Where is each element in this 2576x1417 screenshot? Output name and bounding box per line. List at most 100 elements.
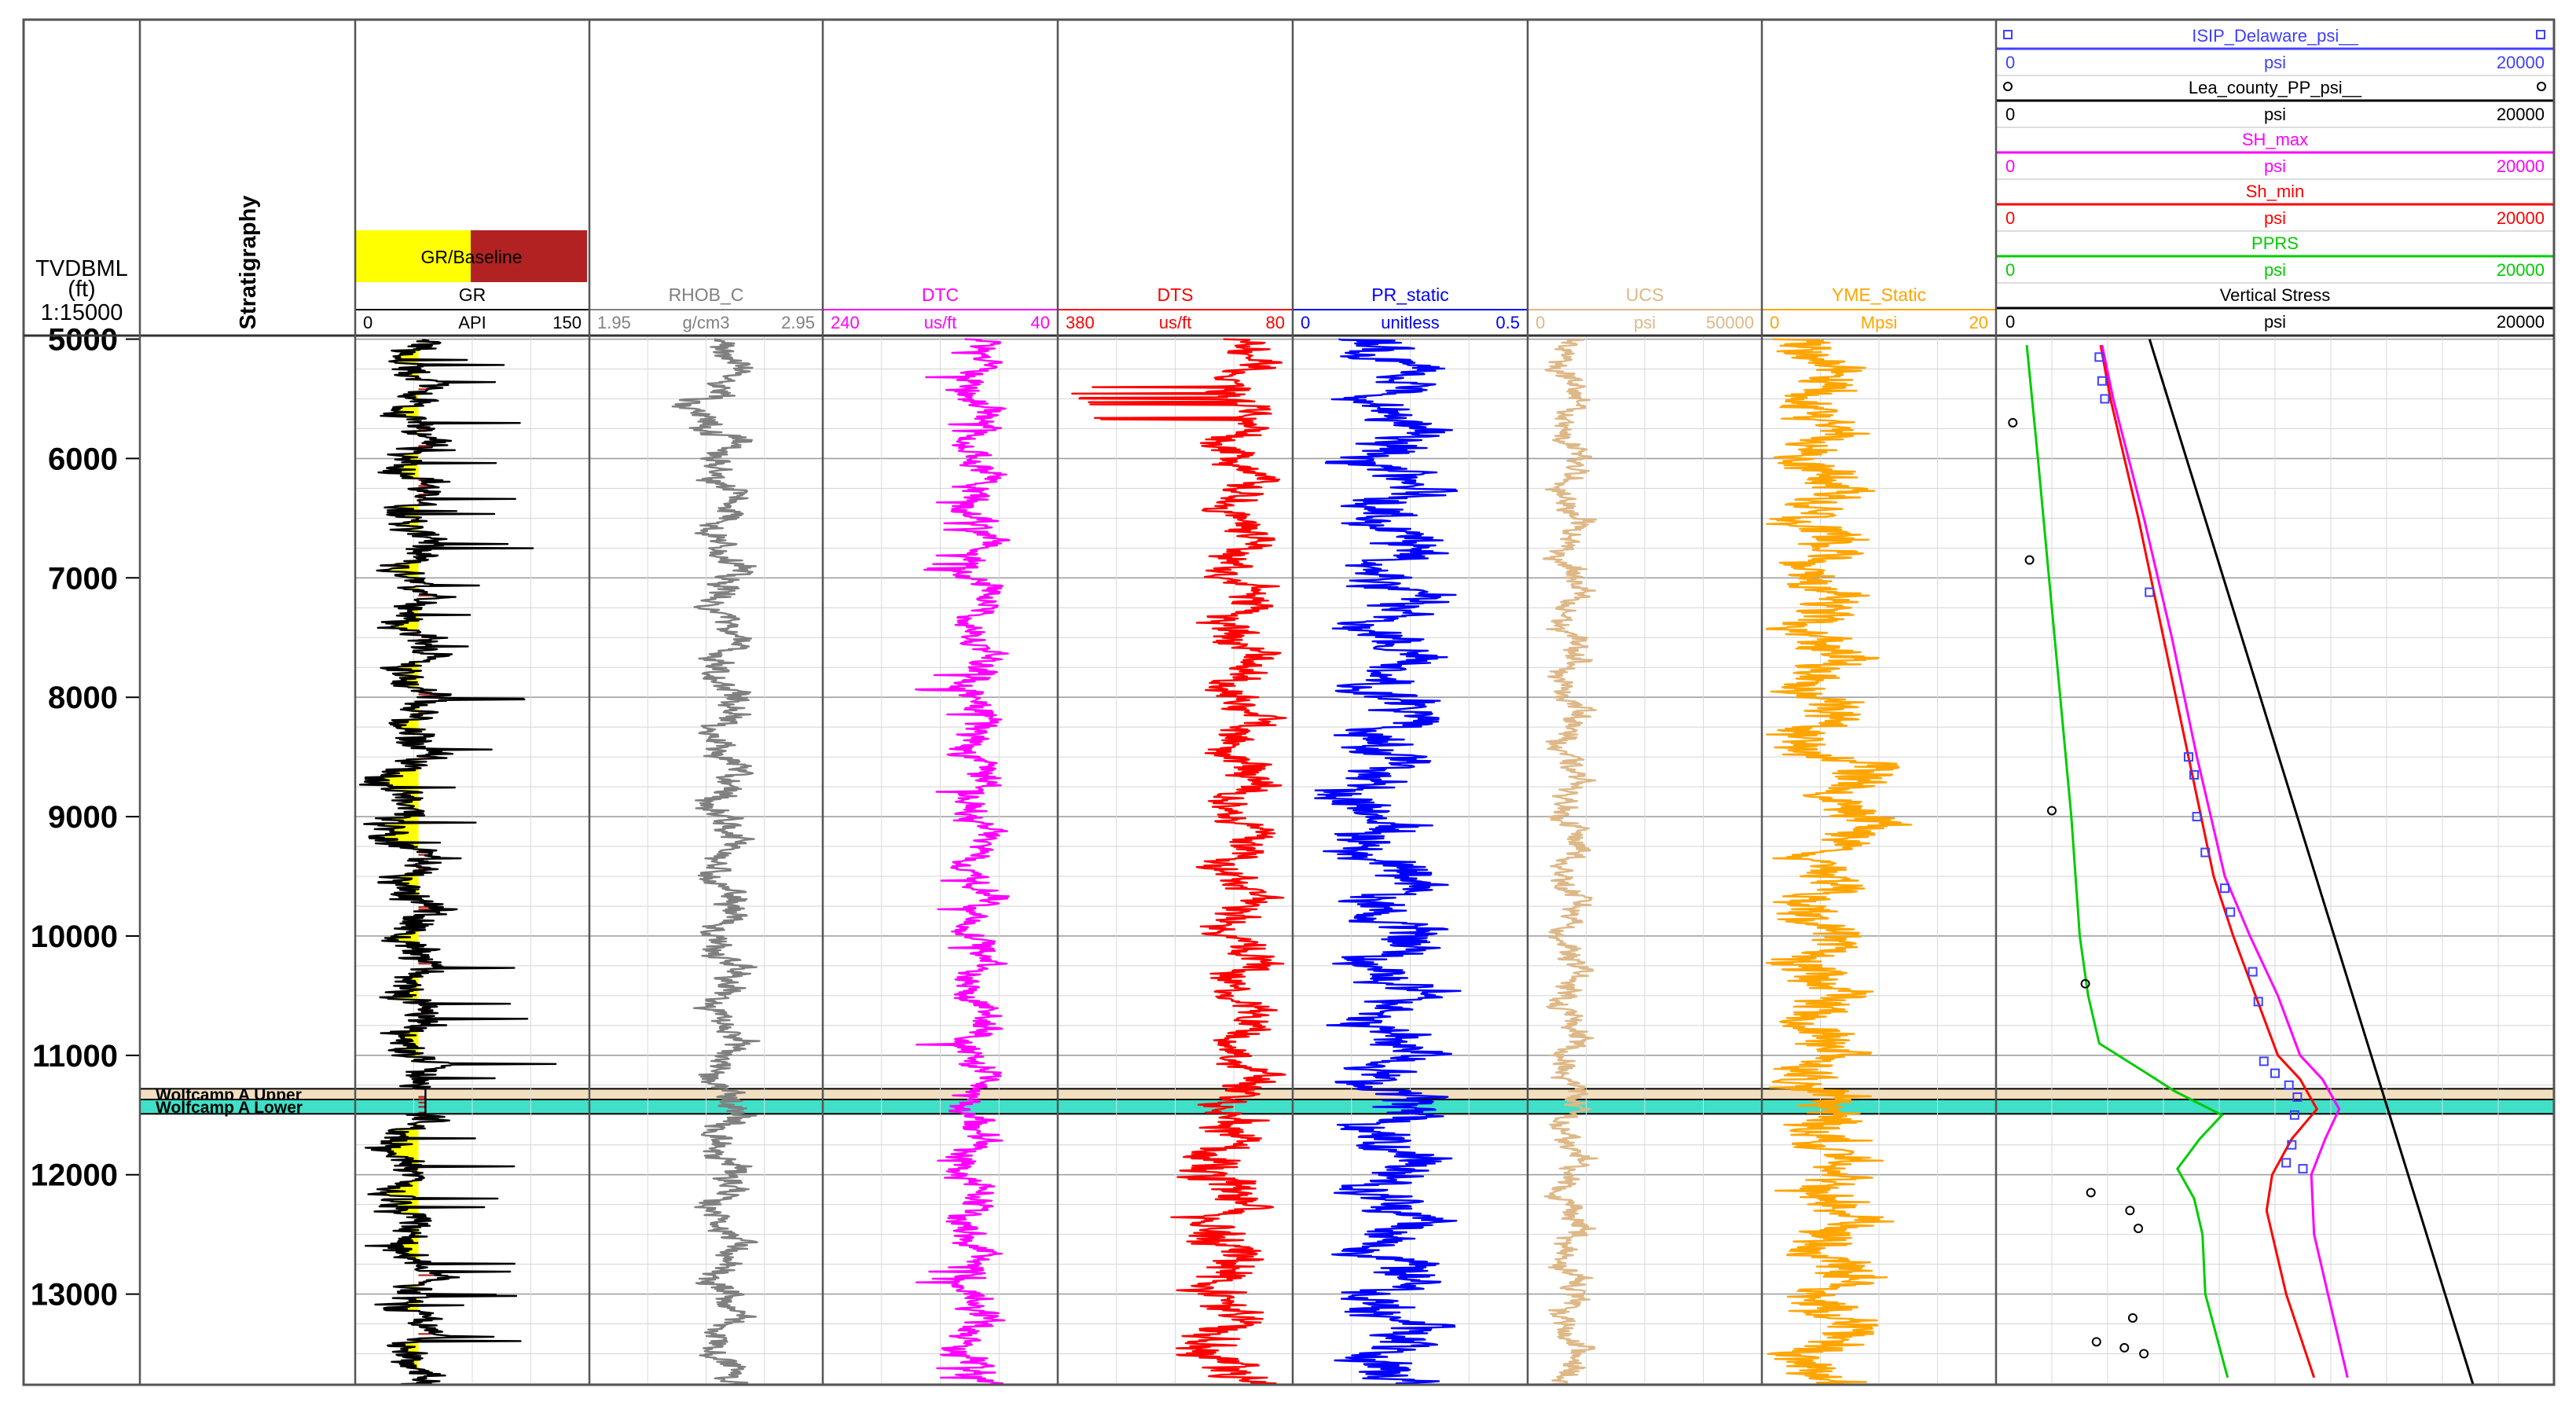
- track-curve-name: DTC: [922, 285, 959, 305]
- isip-point: [2200, 847, 2211, 857]
- log-curves: [358, 338, 1913, 1386]
- dts-curve: [1071, 338, 1287, 1386]
- gr-curve: [358, 339, 557, 1386]
- isip-point: [2145, 587, 2155, 597]
- pressure-legend-name: ISIP_Delaware_psi__: [2192, 26, 2358, 46]
- track-unit: unitless: [1381, 313, 1440, 332]
- depth-unit: (ft): [68, 277, 95, 302]
- ucs-curve: [1543, 338, 1598, 1386]
- pressure-scale-max: 20000: [2497, 156, 2545, 176]
- depth-tick-label: 5000: [48, 323, 118, 358]
- depth-tick-label: 10000: [31, 920, 118, 954]
- pressure-scale-max: 20000: [2497, 260, 2545, 280]
- isip-point: [2220, 883, 2230, 894]
- depth-axis-labels: 5000 6000 7000 8000 9000 10000 11000 12000 13000: [31, 323, 140, 1312]
- track-scale-min: 380: [1066, 313, 1095, 332]
- pressure-scale-min: 0: [2005, 53, 2015, 72]
- track-scale-max: 150: [552, 313, 582, 332]
- pressure-scale-max: 20000: [2497, 208, 2545, 228]
- track-unit: Mpsi: [1861, 313, 1897, 332]
- isip-point: [2189, 769, 2200, 780]
- pressure-curves: [2008, 339, 2475, 1386]
- depth-tick-label: 12000: [31, 1158, 118, 1193]
- track-unit: psi: [1634, 313, 1656, 332]
- gr-fill-legend: GR/Baseline: [356, 230, 587, 282]
- pressure-legend: ISIP_Delaware_psi__ 0 psi 20000 Lea_county_P…: [1996, 26, 2554, 332]
- depth-header: TVDBML (ft) 1:15000: [35, 256, 128, 325]
- legend-square-marker: [2536, 30, 2545, 39]
- pressure-legend-name: Vertical Stress: [2220, 285, 2331, 305]
- isip-point: [2183, 752, 2193, 762]
- lea-county-pp-point: [2127, 1312, 2137, 1323]
- track-scale-min: 0: [1536, 313, 1545, 332]
- track-scale-max: 2.95: [781, 313, 815, 332]
- outer-border: [22, 18, 2556, 1386]
- lea-county-pp-point: [2134, 1224, 2144, 1234]
- track-headers: GR 0 API 150 RHOB_C 1.95 g/cm3 2.95 DTC 240 us/ft 4…: [355, 285, 1996, 332]
- pressure-scale-max: 20000: [2497, 53, 2545, 72]
- track-scale-max: 40: [1031, 313, 1050, 332]
- track-scale-min: 0: [1301, 313, 1310, 332]
- track-scale-max: 20: [1969, 313, 1988, 332]
- legend-circle-marker: [2003, 82, 2013, 91]
- track-scale-min: 0: [363, 313, 372, 332]
- track-unit: us/ft: [924, 313, 957, 332]
- isip-point: [2192, 812, 2202, 822]
- track-scale-max: 50000: [1706, 313, 1754, 332]
- pressure-scale-min: 0: [2005, 260, 2015, 280]
- lea-county-pp-point: [2091, 1337, 2101, 1347]
- track-scale-min: 240: [831, 313, 860, 332]
- track-scale-max: 0.5: [1495, 313, 1520, 332]
- pr-curve: [1314, 338, 1462, 1386]
- yme-curve: [1765, 338, 1913, 1386]
- pprs-line: [2025, 345, 2229, 1378]
- pressure-legend-name: PPRS: [2251, 233, 2299, 253]
- pressure-unit: psi: [2264, 156, 2286, 176]
- pressure-scale-max: 20000: [2497, 312, 2545, 332]
- track-unit: g/cm3: [683, 313, 730, 332]
- lea-county-pp-point: [2080, 978, 2090, 989]
- isip-point: [2094, 352, 2104, 362]
- isip-point: [2097, 376, 2107, 386]
- lea-county-pp-point: [2047, 806, 2057, 816]
- isip-point: [2284, 1080, 2294, 1090]
- depth-tick-label: 8000: [48, 681, 118, 715]
- legend-circle-marker: [2537, 82, 2546, 91]
- pressure-scale-min: 0: [2005, 312, 2015, 332]
- track-curve-name: RHOB_C: [669, 285, 744, 305]
- isip-point: [2100, 394, 2110, 404]
- depth-tick-label: 9000: [48, 800, 118, 835]
- sh-max-line: [2101, 344, 2349, 1378]
- track-unit: API: [458, 313, 486, 332]
- isip-point: [2298, 1164, 2308, 1174]
- pressure-scale-min: 0: [2005, 105, 2015, 124]
- isip-point: [2248, 967, 2258, 977]
- track-scale-min: 1.95: [597, 313, 631, 332]
- depth-tick-label: 7000: [48, 561, 118, 596]
- legend-square-marker: [2003, 30, 2013, 39]
- track-curve-name: UCS: [1626, 285, 1664, 305]
- pressure-scale-min: 0: [2005, 156, 2015, 176]
- lea-county-pp-point: [2139, 1349, 2149, 1359]
- frame-borders: [22, 18, 2556, 1386]
- formation-band: [140, 1088, 2554, 1100]
- depth-tick-label: 13000: [31, 1278, 118, 1312]
- vertical-stress-line: [2148, 339, 2475, 1386]
- gr-legend-yellow-swatch: [356, 230, 471, 282]
- isip-point: [2281, 1158, 2292, 1168]
- depth-title: TVDBML: [35, 256, 128, 281]
- isip-point: [2287, 1140, 2297, 1150]
- dtc-curve: [915, 338, 1011, 1386]
- isip-point: [2270, 1068, 2280, 1078]
- gr-legend-red-swatch: [471, 230, 587, 282]
- pressure-unit: psi: [2264, 53, 2286, 72]
- lea-county-pp-point: [2119, 1342, 2130, 1353]
- rhob-curve: [671, 338, 761, 1386]
- isip-point: [2259, 1056, 2269, 1066]
- track-curve-name: GR: [459, 285, 486, 305]
- gr-fill-legend-label: GR/Baseline: [420, 247, 522, 267]
- pressure-unit: psi: [2264, 208, 2286, 228]
- track-curve-name: YME_Static: [1832, 285, 1926, 305]
